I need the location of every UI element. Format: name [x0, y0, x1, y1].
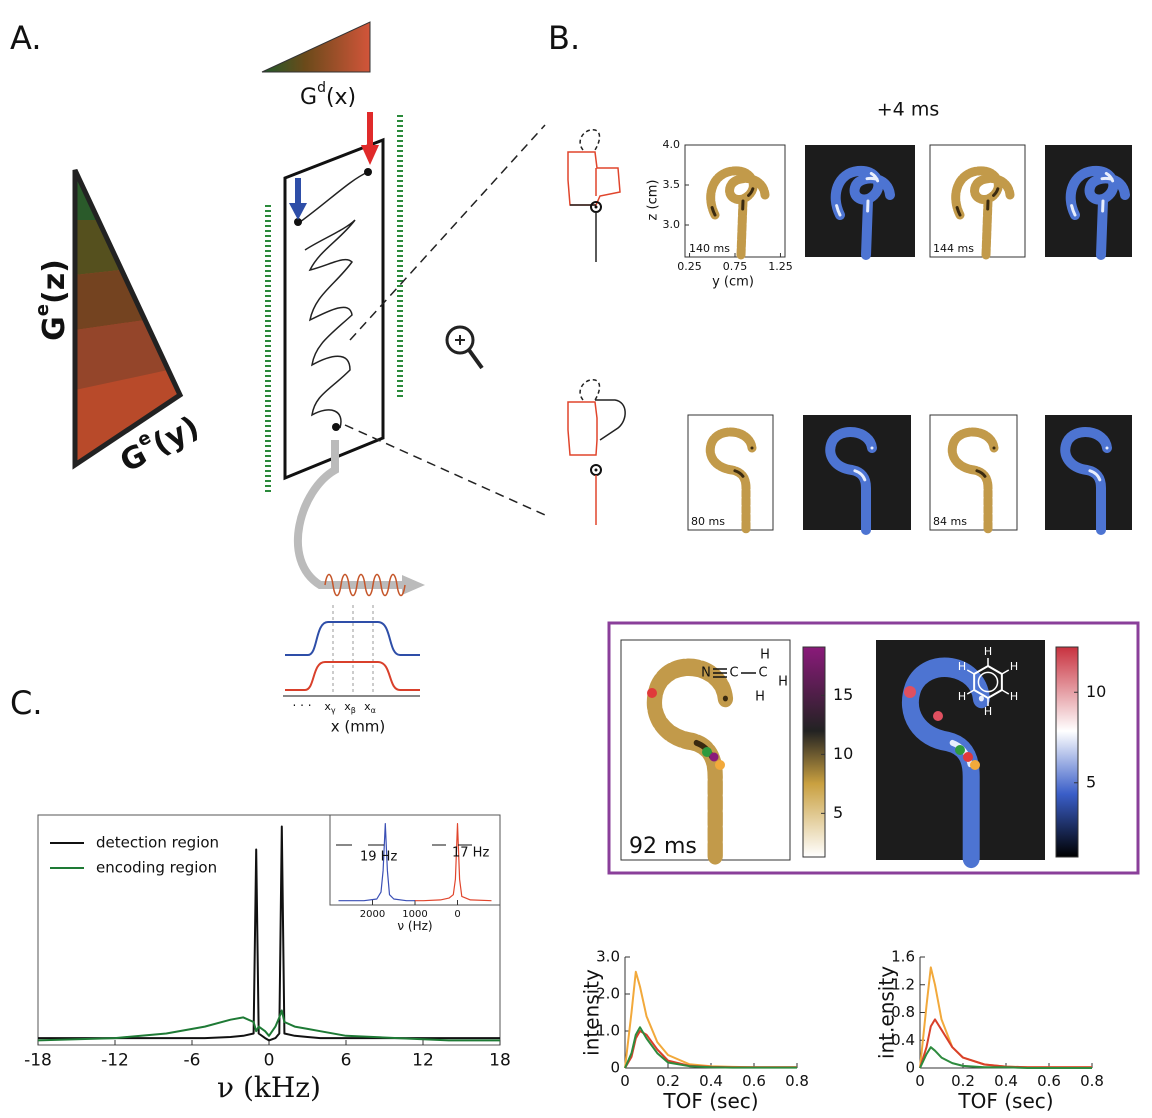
- y-tick-label: 3.0: [596, 948, 620, 966]
- zoom-line: [345, 425, 545, 515]
- gradient-label: Ge(z): [32, 259, 72, 341]
- atom-label: H: [760, 648, 770, 663]
- axis-ellipsis: · · ·: [292, 699, 311, 713]
- data-line: [625, 1027, 797, 1068]
- axis-label: x (mm): [331, 718, 386, 736]
- colorbar-tick-label: 5: [833, 803, 843, 822]
- x-tick-label: 0.25: [677, 260, 702, 273]
- colorbar-tick-label: 15: [833, 685, 853, 704]
- x-tick-label: 6: [341, 1050, 352, 1070]
- schematic: [568, 130, 625, 525]
- x-tick-label: 0.6: [1037, 1072, 1061, 1090]
- atom-label: H: [778, 675, 788, 690]
- colorbar-tick-label: 5: [1086, 772, 1096, 791]
- gradient-label: Gd(x): [300, 80, 356, 110]
- atom-label: H: [958, 690, 966, 703]
- position-label: xγ: [324, 700, 336, 715]
- y-tick-label: 1.6: [891, 948, 915, 966]
- panel-a: A. Gd(x) Ge(z) Ge(y) · · · xγ xβ xα x (m…: [10, 19, 545, 736]
- data-line: [625, 1031, 797, 1068]
- x-tick-label: 0.6: [742, 1072, 766, 1090]
- position-label: xβ: [344, 700, 356, 715]
- time-label: 144 ms: [933, 242, 974, 255]
- legend-label: detection region: [96, 834, 219, 852]
- panel-label: A.: [10, 19, 42, 57]
- x-tick-label: 18: [489, 1050, 511, 1070]
- x-tick-label: 0.2: [951, 1072, 975, 1090]
- profiles: [283, 605, 420, 696]
- x-axis-label: ν (Hz): [397, 919, 432, 933]
- x-axis-label: ν (kHz): [217, 1071, 321, 1104]
- x-tick-label: 0: [915, 1072, 925, 1090]
- time-label: 80 ms: [691, 515, 725, 528]
- images: [685, 145, 1132, 530]
- annotation: 19 Hz: [360, 850, 397, 865]
- x-tick-label: 0: [264, 1050, 275, 1070]
- x-tick-label: 0.2: [656, 1072, 680, 1090]
- atom-label: H: [1010, 660, 1018, 673]
- x-axis-label: TOF (sec): [662, 1089, 758, 1113]
- axis-label: y (cm): [712, 275, 754, 290]
- y-axis-label: intensity: [580, 969, 604, 1056]
- atom-label: H: [1010, 690, 1018, 703]
- y-tick-label: 3.0: [663, 218, 681, 231]
- y-tick-label: 0: [905, 1059, 915, 1077]
- x-tick-label: 2000: [360, 909, 385, 920]
- time-label: 140 ms: [689, 242, 730, 255]
- atom-label: C: [729, 666, 738, 681]
- y-tick-label: 3.5: [663, 178, 681, 191]
- atom-label: H: [958, 660, 966, 673]
- atom-label: H: [984, 705, 992, 718]
- data-line: [625, 972, 797, 1068]
- x-tick-label: -18: [24, 1050, 52, 1070]
- x-tick-label: 0.8: [785, 1072, 809, 1090]
- atom-label: C: [758, 666, 767, 681]
- x-tick-label: 0.4: [699, 1072, 723, 1090]
- flow-arrow: [402, 575, 425, 595]
- x-tick-label: 1.25: [768, 260, 793, 273]
- atom-label: N: [701, 666, 711, 681]
- chip: [268, 112, 400, 492]
- x-tick-label: -12: [101, 1050, 129, 1070]
- x-tick-label: 0.4: [994, 1072, 1018, 1090]
- annotation: 17 Hz: [452, 846, 489, 861]
- figure: A. Gd(x) Ge(z) Ge(y) · · · xγ xβ xα x (m…: [0, 0, 1152, 1118]
- atom-label: H: [755, 690, 765, 705]
- y-axis-label: int.ensity: [875, 966, 899, 1059]
- atom-label: H: [984, 645, 992, 658]
- colorbar-tick-label: 10: [1086, 682, 1106, 701]
- x-axis-label: TOF (sec): [957, 1089, 1053, 1113]
- axis-label: z (cm): [646, 180, 661, 221]
- x-tick-label: 0.75: [723, 260, 748, 273]
- delay-label: +4 ms: [877, 99, 939, 121]
- y-tick-label: 4.0: [663, 138, 681, 151]
- time-label: 92 ms: [629, 834, 697, 859]
- data-line: [920, 967, 1092, 1068]
- x-tick-label: 12: [412, 1050, 434, 1070]
- x-tick-label: 0: [454, 909, 460, 920]
- magnifier-icon: [447, 327, 482, 368]
- x-tick-label: 0.8: [1080, 1072, 1104, 1090]
- legend-label: encoding region: [96, 859, 217, 877]
- panel-label: B.: [548, 19, 580, 57]
- x-tick-label: -6: [184, 1050, 201, 1070]
- time-label: 84 ms: [933, 515, 967, 528]
- gradient-triangle: [262, 22, 370, 72]
- colorbar-tick-label: 10: [833, 744, 853, 763]
- panel-label: C.: [10, 684, 43, 722]
- position-label: xα: [364, 700, 376, 715]
- y-tick-label: 0: [610, 1059, 620, 1077]
- x-tick-label: 0: [620, 1072, 630, 1090]
